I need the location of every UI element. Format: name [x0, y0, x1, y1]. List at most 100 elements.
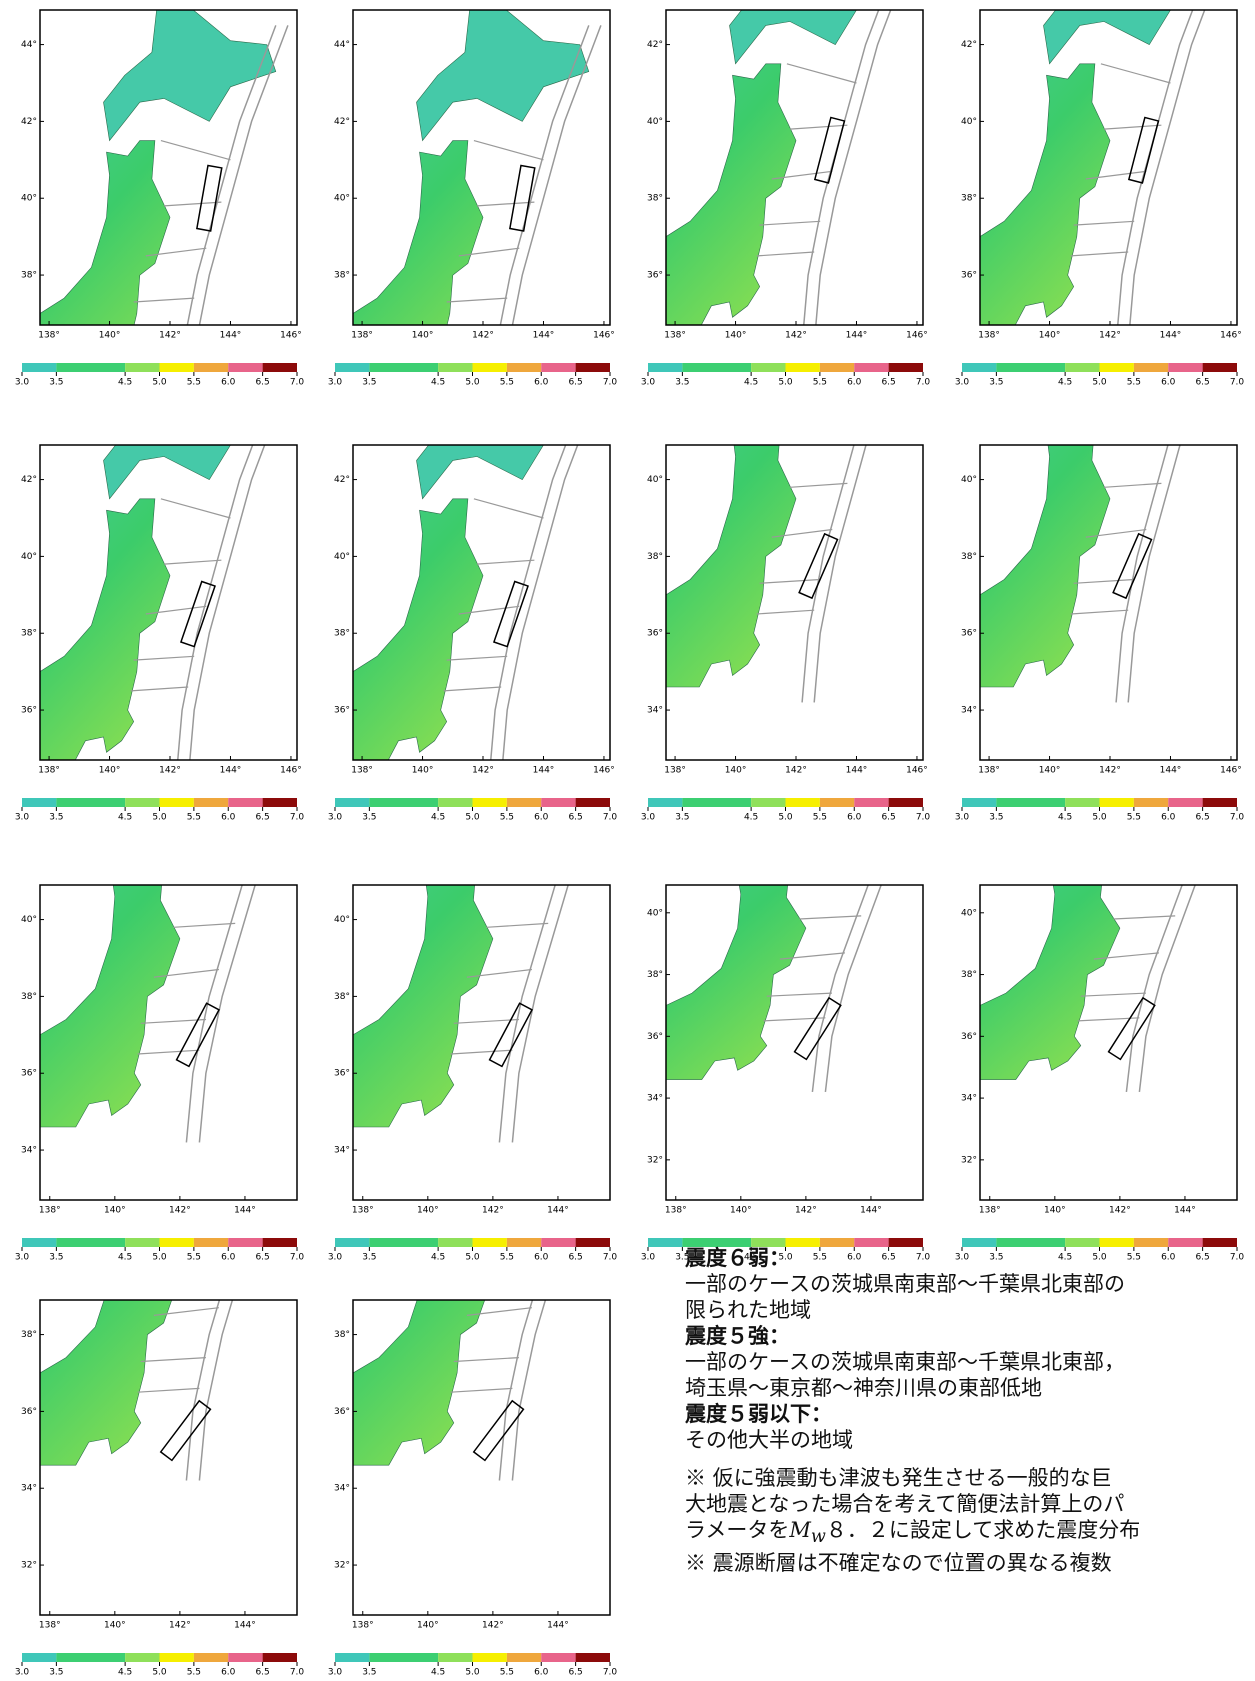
trench	[186, 25, 277, 325]
land	[416, 445, 545, 500]
lat-tick-label: 40°	[647, 117, 663, 127]
colorbar-label: 3.5	[675, 813, 689, 823]
boundary	[759, 220, 821, 226]
lat-tick-label: 36°	[647, 629, 663, 639]
land	[666, 885, 807, 1080]
boundary	[1085, 528, 1147, 538]
colorbar-label: 6.0	[221, 1253, 236, 1263]
colorbar-label: 6.0	[534, 1253, 549, 1263]
trench	[1129, 10, 1206, 325]
colorbar-segment	[472, 1238, 507, 1247]
lon-tick-label: 142°	[785, 766, 807, 776]
colorbar-label: 6.5	[881, 813, 895, 823]
colorbar-segment	[996, 363, 1066, 372]
lon-tick-label: 144°	[860, 1206, 882, 1216]
map-panel: 42° 40° 38° 36° 138° 140° 142° 144° 146° 3.0 3.5 4.…	[15, 444, 304, 823]
boundary	[786, 63, 857, 84]
colorbar-label: 3.0	[15, 378, 30, 388]
colorbar-label: 6.5	[255, 378, 269, 388]
colorbar-segment	[506, 1238, 542, 1247]
colorbar-label: 3.5	[362, 813, 376, 823]
colorbar-label: 6.5	[1195, 1253, 1209, 1263]
colorbar-label: 7.0	[916, 813, 931, 823]
map-panel: 40° 38° 36° 34° 138° 140° 142° 144° 3.0 3.5 4.5 5.0…	[328, 884, 617, 1263]
lat-tick-label: 40°	[647, 475, 663, 485]
map-panel: 40° 38° 36° 34° 32° 138° 140° 142° 144° 3.0 3.5 4.5…	[955, 867, 1244, 1263]
note-text: ※ 震源断層は不確定なので位置の異なる複数	[685, 1551, 1112, 1576]
colorbar-segment	[438, 798, 473, 807]
colorbar-label: 3.0	[15, 1253, 30, 1263]
map-body	[40, 885, 256, 1143]
boundary	[779, 952, 845, 960]
colorbar-segment	[56, 798, 126, 807]
colorbar-label: 3.0	[328, 1668, 343, 1678]
colorbar-segment	[335, 798, 370, 807]
boundary	[466, 968, 532, 978]
lat-tick-label: 34°	[961, 706, 977, 716]
lon-tick-label: 144°	[234, 1621, 256, 1631]
lat-tick-label: 42°	[961, 40, 977, 50]
colorbar-label: 3.5	[49, 1253, 63, 1263]
colorbar-label: 3.5	[675, 378, 689, 388]
boundary	[443, 686, 502, 692]
boundary	[145, 247, 207, 257]
colorbar-label: 6.0	[847, 1253, 862, 1263]
trench	[198, 885, 256, 1143]
boundary	[1073, 578, 1135, 584]
colorbar-segment	[228, 1653, 263, 1662]
map-body	[40, 445, 266, 760]
lon-tick-label: 142°	[472, 766, 494, 776]
lat-tick-label: 40°	[647, 908, 663, 918]
colorbar-segment	[682, 363, 752, 372]
colorbar-segment	[1065, 1238, 1100, 1247]
lat-tick-label: 40°	[961, 117, 977, 127]
colorbar-segment	[159, 1653, 194, 1662]
boundary	[160, 498, 231, 519]
lon-tick-label: 144°	[220, 766, 242, 776]
lon-tick-label: 146°	[906, 766, 928, 776]
land	[1044, 272, 1216, 422]
land	[353, 1300, 486, 1466]
colorbar-segment	[56, 363, 126, 372]
boundary	[1110, 867, 1185, 882]
map-panel: 42° 40° 38° 36° 138° 140° 142° 144° 146° 3.0 3.5 4.…	[641, 9, 931, 388]
colorbar-label: 6.5	[568, 813, 582, 823]
fault	[1107, 996, 1156, 1061]
colorbar-label: 3.0	[955, 378, 970, 388]
boundary	[130, 686, 189, 692]
lat-tick-label: 36°	[647, 271, 663, 281]
colorbar-segment	[193, 1238, 229, 1247]
lon-tick-label: 144°	[1160, 766, 1182, 776]
colorbar-segment	[438, 363, 473, 372]
colorbar-segment	[22, 798, 57, 807]
land	[1043, 10, 1172, 65]
lon-tick-label: 142°	[1109, 1206, 1131, 1216]
fault	[492, 580, 529, 648]
trench	[1138, 885, 1196, 1092]
boundary	[1070, 251, 1129, 257]
map-body	[353, 885, 569, 1143]
colorbar-segment	[369, 363, 439, 372]
colorbar-label: 4.5	[118, 1668, 132, 1678]
map-panel: 38° 36° 34° 32° 138° 140° 142° 144° 3.0 3.5 4.5 5.0…	[15, 1299, 304, 1678]
colorbar-label: 4.5	[744, 813, 758, 823]
lon-tick-label: 140°	[730, 1206, 752, 1216]
lon-tick-label: 142°	[785, 331, 807, 341]
colorbar-segment	[125, 1238, 160, 1247]
note-symbol: w	[810, 1527, 826, 1548]
boundary	[466, 1307, 532, 1316]
colorbar-label: 3.5	[362, 1668, 376, 1678]
trench	[1115, 445, 1169, 703]
boundary	[1085, 170, 1147, 180]
lon-tick-label: 144°	[234, 1206, 256, 1216]
map-body	[980, 10, 1206, 325]
colorbar-segment	[193, 798, 229, 807]
colorbar-label: 7.0	[916, 378, 931, 388]
colorbar-segment	[1099, 1238, 1134, 1247]
note-text: その他大半の地域	[685, 1428, 853, 1452]
note-symbol: M	[789, 1518, 811, 1542]
lon-tick-label: 140°	[725, 766, 747, 776]
lon-tick-label: 138°	[39, 1206, 61, 1216]
lat-tick-label: 38°	[21, 629, 37, 639]
colorbar-segment	[335, 1238, 370, 1247]
